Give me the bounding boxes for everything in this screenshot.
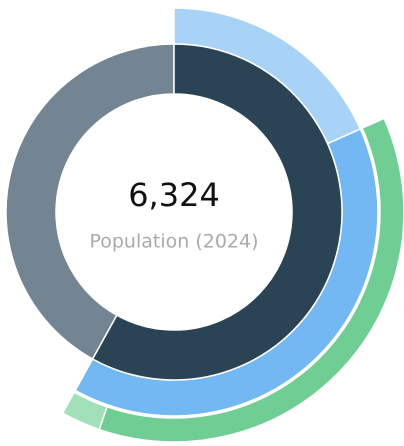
sunburst-segment: [91, 43, 343, 381]
center-subtitle: Population (2024): [89, 231, 258, 253]
center-value: 6,324: [128, 176, 220, 214]
sunburst-segment: [5, 43, 175, 360]
sunburst-segment: [98, 117, 404, 443]
sunburst-segment: [61, 391, 109, 431]
